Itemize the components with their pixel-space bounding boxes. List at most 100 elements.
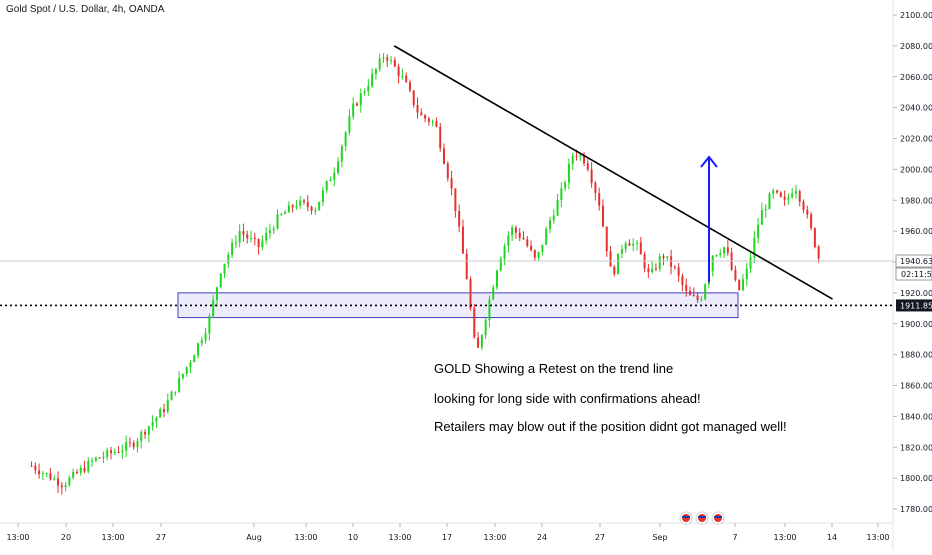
candle-body[interactable]: [533, 250, 536, 258]
candle-body[interactable]: [658, 256, 661, 269]
candle-body[interactable]: [469, 279, 472, 309]
candle-body[interactable]: [200, 340, 203, 344]
candle-body[interactable]: [162, 409, 165, 412]
candle-body[interactable]: [355, 103, 358, 106]
candle-body[interactable]: [639, 242, 642, 255]
candle-body[interactable]: [601, 205, 604, 227]
candle-body[interactable]: [749, 257, 752, 269]
candle-body[interactable]: [503, 245, 506, 259]
candle-body[interactable]: [817, 246, 820, 259]
candle-body[interactable]: [318, 201, 321, 211]
candle-body[interactable]: [552, 215, 555, 221]
candle-body[interactable]: [234, 242, 237, 244]
candle-body[interactable]: [579, 155, 582, 157]
candle-body[interactable]: [461, 226, 464, 254]
candle-body[interactable]: [231, 242, 234, 255]
candle-body[interactable]: [174, 391, 177, 393]
candle-body[interactable]: [295, 205, 298, 208]
candle-body[interactable]: [594, 182, 597, 194]
candle-body[interactable]: [94, 457, 97, 461]
candle-body[interactable]: [276, 214, 279, 229]
candle-body[interactable]: [151, 421, 154, 427]
candle-body[interactable]: [268, 230, 271, 234]
candle-body[interactable]: [711, 255, 714, 272]
candle-body[interactable]: [480, 335, 483, 348]
candle-body[interactable]: [204, 333, 207, 341]
candle-body[interactable]: [723, 247, 726, 254]
candle-body[interactable]: [147, 426, 150, 435]
candle-body[interactable]: [548, 220, 551, 230]
candle-body[interactable]: [564, 182, 567, 189]
candle-body[interactable]: [189, 362, 192, 368]
candle-body[interactable]: [787, 197, 790, 200]
candle-body[interactable]: [412, 90, 415, 105]
candle-body[interactable]: [299, 200, 302, 206]
candle-body[interactable]: [794, 191, 797, 194]
candle-body[interactable]: [779, 192, 782, 197]
candle-body[interactable]: [734, 269, 737, 280]
candle-body[interactable]: [666, 256, 669, 259]
candle-body[interactable]: [677, 267, 680, 276]
candle-body[interactable]: [121, 450, 124, 453]
candle-body[interactable]: [329, 179, 332, 182]
candle-body[interactable]: [72, 471, 75, 478]
candle-body[interactable]: [193, 355, 196, 363]
candle-body[interactable]: [272, 228, 275, 231]
candle-body[interactable]: [333, 172, 336, 180]
candle-body[interactable]: [215, 287, 218, 301]
candle-body[interactable]: [424, 115, 427, 119]
candle-body[interactable]: [64, 485, 67, 488]
candle-body[interactable]: [367, 86, 370, 92]
candle-body[interactable]: [303, 200, 306, 203]
candle-body[interactable]: [83, 467, 86, 472]
candle-body[interactable]: [344, 132, 347, 147]
candle-body[interactable]: [798, 191, 801, 202]
candle-body[interactable]: [673, 266, 676, 268]
candle-body[interactable]: [359, 93, 362, 106]
candle-body[interactable]: [685, 284, 688, 292]
candle-body[interactable]: [53, 478, 56, 480]
candle-body[interactable]: [499, 258, 502, 271]
candle-body[interactable]: [571, 155, 574, 164]
candle-body[interactable]: [310, 206, 313, 211]
candle-body[interactable]: [140, 432, 143, 442]
candle-body[interactable]: [567, 163, 570, 183]
candle-body[interactable]: [768, 193, 771, 210]
candle-body[interactable]: [125, 442, 128, 451]
candle-body[interactable]: [458, 211, 461, 227]
candle-body[interactable]: [620, 249, 623, 254]
candle-body[interactable]: [397, 66, 400, 77]
candle-body[interactable]: [719, 253, 722, 255]
candle-body[interactable]: [507, 235, 510, 246]
candle-body[interactable]: [352, 103, 355, 117]
candle-body[interactable]: [741, 279, 744, 290]
candle-body[interactable]: [715, 254, 718, 256]
candle-body[interactable]: [526, 239, 529, 246]
candle-body[interactable]: [492, 287, 495, 300]
candle-body[interactable]: [238, 231, 241, 243]
candle-body[interactable]: [401, 75, 404, 77]
candle-body[interactable]: [340, 146, 343, 162]
candle-body[interactable]: [776, 190, 779, 193]
candle-body[interactable]: [382, 57, 385, 59]
candle-body[interactable]: [545, 229, 548, 245]
candle-body[interactable]: [609, 251, 612, 267]
candle-body[interactable]: [726, 247, 729, 253]
candle-body[interactable]: [700, 299, 703, 301]
candle-body[interactable]: [408, 82, 411, 91]
candle-body[interactable]: [170, 391, 173, 401]
candle-body[interactable]: [178, 377, 181, 392]
candle-body[interactable]: [257, 238, 260, 248]
candle-body[interactable]: [473, 308, 476, 338]
candle-body[interactable]: [488, 299, 491, 321]
candle-body[interactable]: [75, 471, 78, 473]
candle-body[interactable]: [321, 190, 324, 202]
candle-body[interactable]: [647, 268, 650, 272]
candle-body[interactable]: [783, 196, 786, 200]
candle-body[interactable]: [155, 417, 158, 422]
candle-body[interactable]: [106, 450, 109, 457]
candle-body[interactable]: [181, 373, 184, 378]
candle-body[interactable]: [624, 243, 627, 250]
candle-body[interactable]: [393, 60, 396, 67]
